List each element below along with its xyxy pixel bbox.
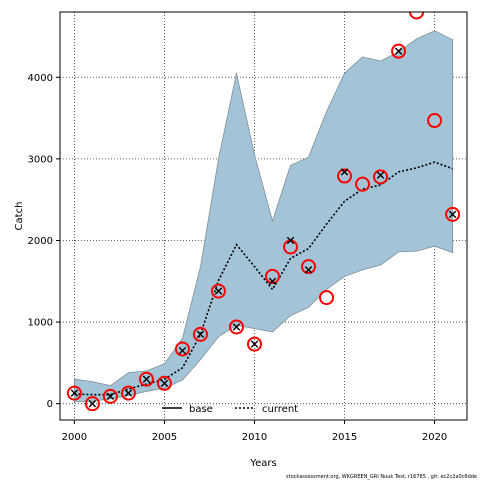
confidence-band-layer [74, 30, 453, 403]
observed-point [66, 385, 82, 401]
base-point [394, 47, 403, 55]
legend: base current [162, 404, 298, 415]
legend-base-label: base [189, 404, 213, 415]
base-point [70, 389, 79, 397]
observed-point [427, 113, 443, 129]
base-point [250, 340, 259, 348]
observed-point [265, 268, 281, 284]
observed-point [409, 12, 425, 20]
observed-point [445, 206, 461, 222]
observed-point [192, 326, 208, 342]
y-tick-label: 1000 [28, 318, 53, 329]
y-tick-label: 4000 [28, 73, 53, 84]
observed-point [138, 371, 154, 387]
base-point [448, 210, 457, 219]
base-point [304, 266, 313, 274]
x-tick-label: 2000 [62, 432, 87, 443]
series-line-layer [74, 161, 453, 396]
base-point [340, 168, 349, 176]
observed-point [210, 283, 226, 299]
observed-point [120, 385, 136, 401]
legend-current-label: current [262, 404, 298, 415]
observed-point [373, 169, 389, 185]
observed-point [174, 341, 190, 357]
observed-point [246, 336, 262, 352]
base-point [178, 346, 187, 355]
base-point [376, 171, 385, 179]
y-tick-label: 3000 [28, 154, 53, 165]
x-axis: 2000 2005 2010 2015 2020 [62, 420, 447, 443]
base-point [214, 287, 223, 295]
base-point [88, 399, 97, 408]
base-point [160, 379, 169, 387]
x-tick-label: 2010 [242, 432, 267, 443]
observed-points-layer [66, 12, 461, 412]
y-tick-label: 2000 [28, 236, 53, 247]
base-point [142, 375, 151, 383]
y-tick-label: 0 [47, 399, 53, 410]
base-point [232, 323, 241, 331]
footer-note: stockassessment.org, WKGREEN_GRI Nuuk Te… [286, 474, 477, 480]
base-points-layer [70, 47, 457, 408]
y-axis-title: Catch [14, 202, 25, 231]
observed-point [337, 168, 353, 184]
observed-point [355, 176, 371, 192]
base-point [196, 330, 205, 339]
confidence-band [74, 30, 453, 403]
base-point [268, 277, 277, 285]
x-tick-label: 2015 [332, 432, 357, 443]
observed-point [156, 375, 172, 391]
observed-point [84, 396, 100, 412]
observed-point [102, 388, 118, 404]
base-point [124, 389, 133, 397]
x-tick-label: 2005 [152, 432, 177, 443]
observed-point [301, 259, 317, 275]
y-axis: 0 1000 2000 3000 4000 [28, 73, 60, 410]
observed-point [319, 290, 335, 306]
plot-frame [59, 11, 468, 421]
x-axis-title: Years [249, 458, 276, 469]
x-tick-label: 2020 [422, 432, 447, 443]
observed-point [391, 43, 407, 59]
observed-point [228, 319, 244, 335]
series-line-current [74, 161, 453, 396]
base-point [286, 236, 295, 245]
base-point [106, 392, 115, 401]
